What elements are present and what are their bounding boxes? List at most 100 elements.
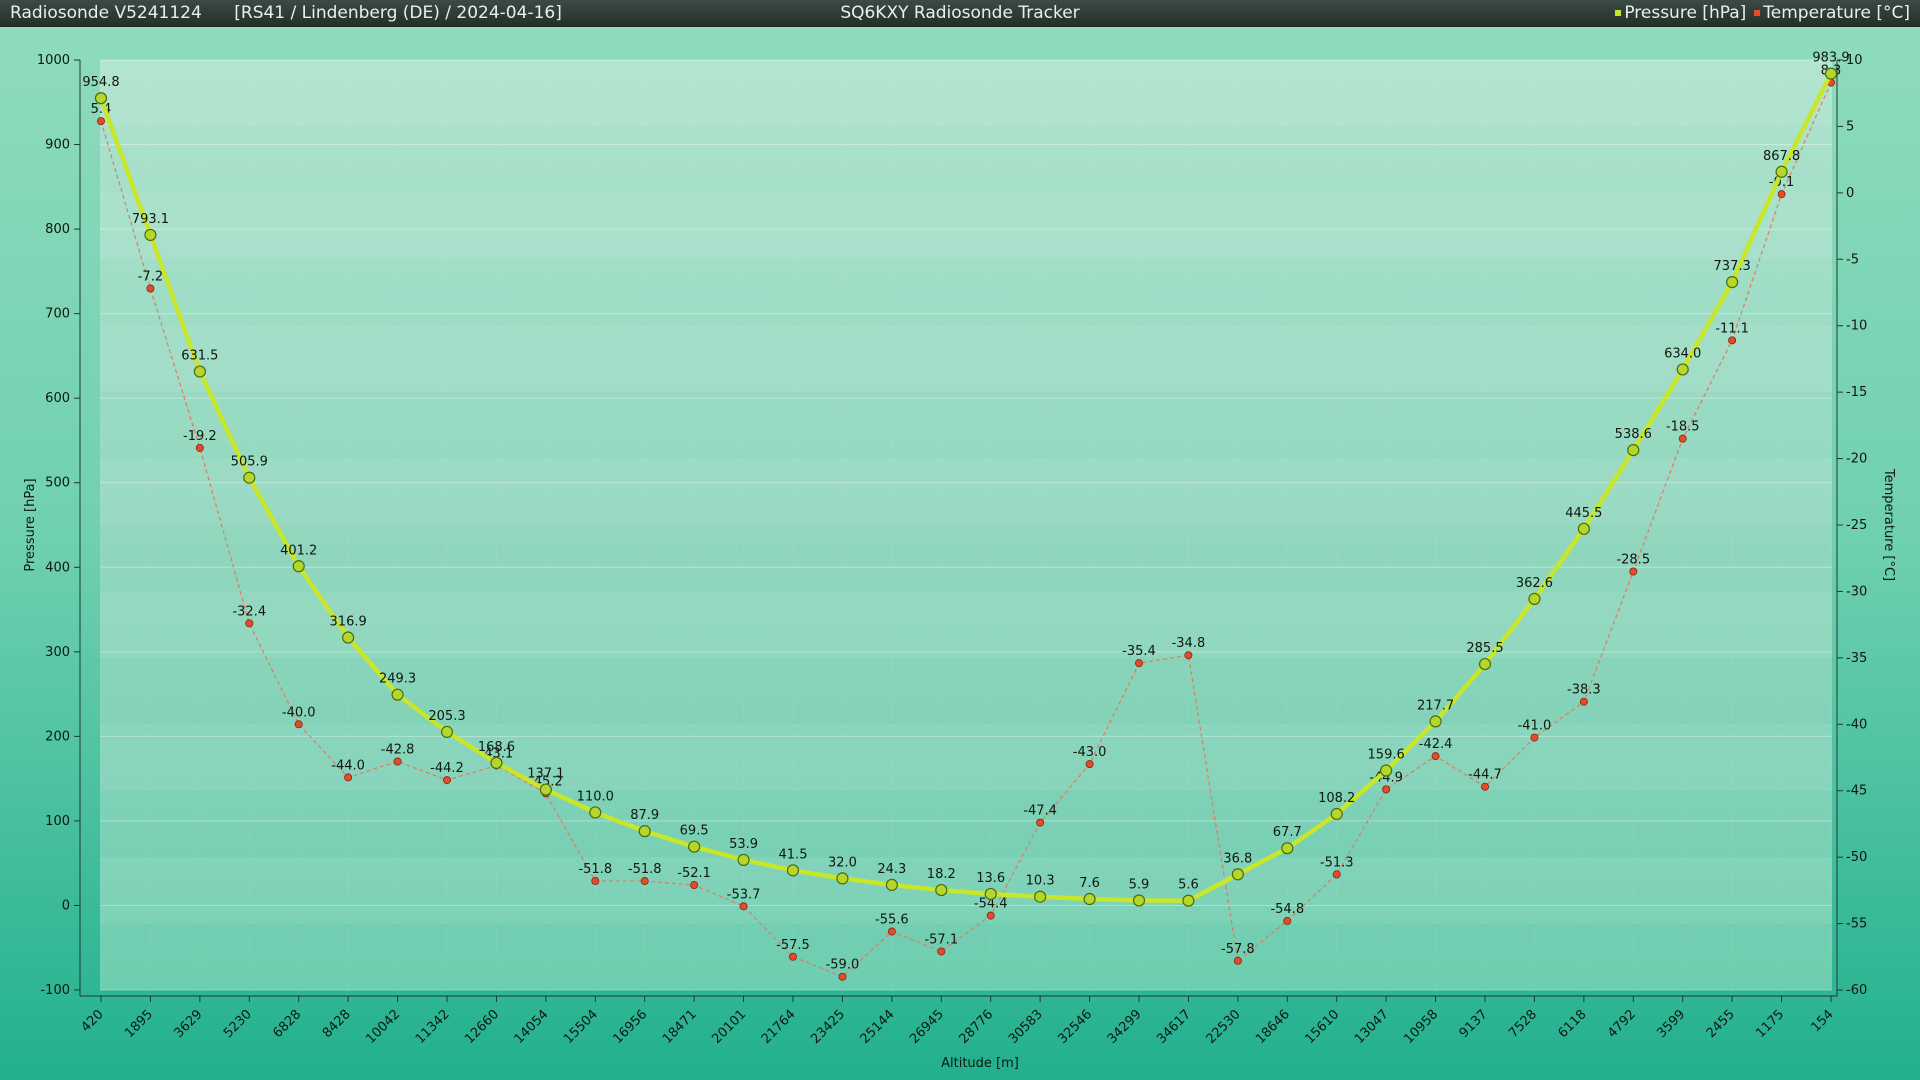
right-tick-label: -50 xyxy=(1846,850,1867,865)
x-tick-label: 6828 xyxy=(270,1007,304,1041)
pressure-data-label: 634.0 xyxy=(1664,346,1701,361)
pressure-point xyxy=(490,756,503,770)
temperature-data-label: -44.0 xyxy=(331,758,365,773)
temperature-series: 5.4-7.2-19.2-32.4-40.0-44.0-42.8-44.2-43… xyxy=(91,64,1841,981)
pressure-swatch xyxy=(1615,10,1622,16)
pressure-data-label: 538.6 xyxy=(1615,427,1652,442)
temperature-point xyxy=(838,972,847,981)
right-tick-label: 5 xyxy=(1846,119,1854,134)
temperature-point xyxy=(986,911,995,920)
x-tick-label: 18646 xyxy=(1253,1007,1293,1047)
temperature-point xyxy=(442,776,451,785)
temperature-line xyxy=(100,82,1832,978)
temperature-point xyxy=(1135,659,1144,668)
temperature-point xyxy=(393,757,402,766)
temperature-data-label: -57.1 xyxy=(924,932,958,947)
temperature-point xyxy=(97,117,106,126)
temperature-data-label: -51.8 xyxy=(628,862,662,877)
temperature-point xyxy=(1332,870,1341,879)
legend-item-temperature[interactable]: Temperature [°C] xyxy=(1754,0,1910,26)
pressure-data-label: 793.1 xyxy=(132,212,169,227)
x-tick-label: 26945 xyxy=(907,1007,947,1047)
plot-background xyxy=(100,60,1832,990)
temperature-data-label: -51.3 xyxy=(1320,855,1354,870)
plot-band xyxy=(100,325,1832,393)
temperature-data-label: -44.2 xyxy=(430,761,464,776)
right-tick-label: 10 xyxy=(1846,53,1863,68)
temperature-data-label: -54.4 xyxy=(974,897,1008,912)
x-tick-label: 5230 xyxy=(221,1007,255,1041)
pressure-point xyxy=(737,853,750,866)
pressure-data-label: 53.9 xyxy=(729,837,758,852)
left-tick-label: 800 xyxy=(45,222,70,237)
pressure-point xyxy=(1182,894,1195,907)
right-tick-label: -30 xyxy=(1846,584,1867,599)
pressure-point xyxy=(885,878,898,892)
temperature-swatch xyxy=(1754,10,1761,16)
temperature-data-label: -28.5 xyxy=(1616,553,1650,568)
pressure-data-label: 737.3 xyxy=(1714,259,1751,274)
x-tick-label: 420 xyxy=(78,1007,106,1035)
right-tick-label: -25 xyxy=(1846,518,1867,533)
pressure-data-label: 10.3 xyxy=(1026,874,1055,889)
temperature-data-label: -18.5 xyxy=(1666,420,1700,435)
pressure-point xyxy=(984,887,997,901)
x-tick-label: 28776 xyxy=(957,1007,997,1047)
x-tick-label: 1175 xyxy=(1753,1007,1787,1041)
pressure-point xyxy=(243,471,256,484)
temperature-point xyxy=(1036,818,1045,827)
left-tick-label: 500 xyxy=(45,476,70,491)
right-tick-label: -60 xyxy=(1846,983,1867,998)
temperature-data-label: -53.7 xyxy=(727,887,761,902)
temperature-data-label: -52.1 xyxy=(677,866,711,881)
pressure-data-label: 36.8 xyxy=(1223,851,1252,866)
x-tick-label: 10042 xyxy=(363,1007,403,1047)
pressure-data-label: 69.5 xyxy=(680,824,709,839)
pressure-data-label: 505.9 xyxy=(231,455,268,470)
x-tick-label: 7528 xyxy=(1506,1007,1540,1041)
pressure-data-label: 110.0 xyxy=(577,789,614,804)
pressure-data-label: 24.3 xyxy=(877,862,906,877)
x-tick-label: 25144 xyxy=(858,1007,898,1047)
temperature-data-label: -42.4 xyxy=(1419,737,1453,752)
x-tick-label: 34299 xyxy=(1105,1007,1145,1047)
pressure-data-label: 983.9 xyxy=(1812,51,1849,66)
grid xyxy=(100,59,1832,991)
x-tick-label: 9137 xyxy=(1457,1007,1491,1041)
temperature-point xyxy=(1777,190,1786,199)
pressure-point xyxy=(539,783,552,796)
temperature-point xyxy=(1530,733,1539,742)
y-axis-label: Pressure [hPa] xyxy=(23,478,38,571)
x-tick-label: 34617 xyxy=(1154,1007,1194,1047)
pressure-data-label: 137.1 xyxy=(527,767,564,782)
x-tick-label: 2455 xyxy=(1704,1007,1738,1041)
plot-band xyxy=(100,458,1832,525)
x-tick-label: 8428 xyxy=(320,1007,354,1041)
x-tick-label: 15504 xyxy=(561,1007,601,1047)
pressure-point xyxy=(1132,894,1146,907)
pressure-data-label: 7.6 xyxy=(1079,876,1100,891)
x-tick-label: 21764 xyxy=(759,1007,799,1047)
x-tick-label: 18471 xyxy=(660,1007,700,1047)
pressure-data-label: 5.6 xyxy=(1178,878,1199,893)
x-tick-label: 4792 xyxy=(1605,1007,1639,1041)
temperature-point xyxy=(1678,434,1687,443)
temperature-point xyxy=(146,284,155,293)
temperature-data-label: -40.0 xyxy=(282,705,316,720)
legend-item-pressure[interactable]: Pressure [hPa] xyxy=(1615,0,1746,26)
legend: Pressure [hPa] Temperature [°C] xyxy=(1615,0,1910,26)
temperature-point xyxy=(937,947,946,956)
left-tick-label: 900 xyxy=(45,138,70,153)
temperature-data-label: -38.3 xyxy=(1567,683,1601,698)
pressure-point xyxy=(1380,764,1393,777)
pressure-data-label: 32.0 xyxy=(828,855,857,870)
plot-band xyxy=(100,192,1832,260)
temperature-point xyxy=(1431,752,1440,761)
x-tick-label: 20101 xyxy=(709,1007,749,1047)
pressure-point xyxy=(1577,522,1590,535)
pressure-point xyxy=(589,806,602,819)
x-tick-label: 3599 xyxy=(1654,1007,1688,1041)
temperature-data-label: -42.8 xyxy=(381,742,415,757)
x-tick-label: 3629 xyxy=(172,1007,206,1041)
temperature-point xyxy=(789,952,798,961)
